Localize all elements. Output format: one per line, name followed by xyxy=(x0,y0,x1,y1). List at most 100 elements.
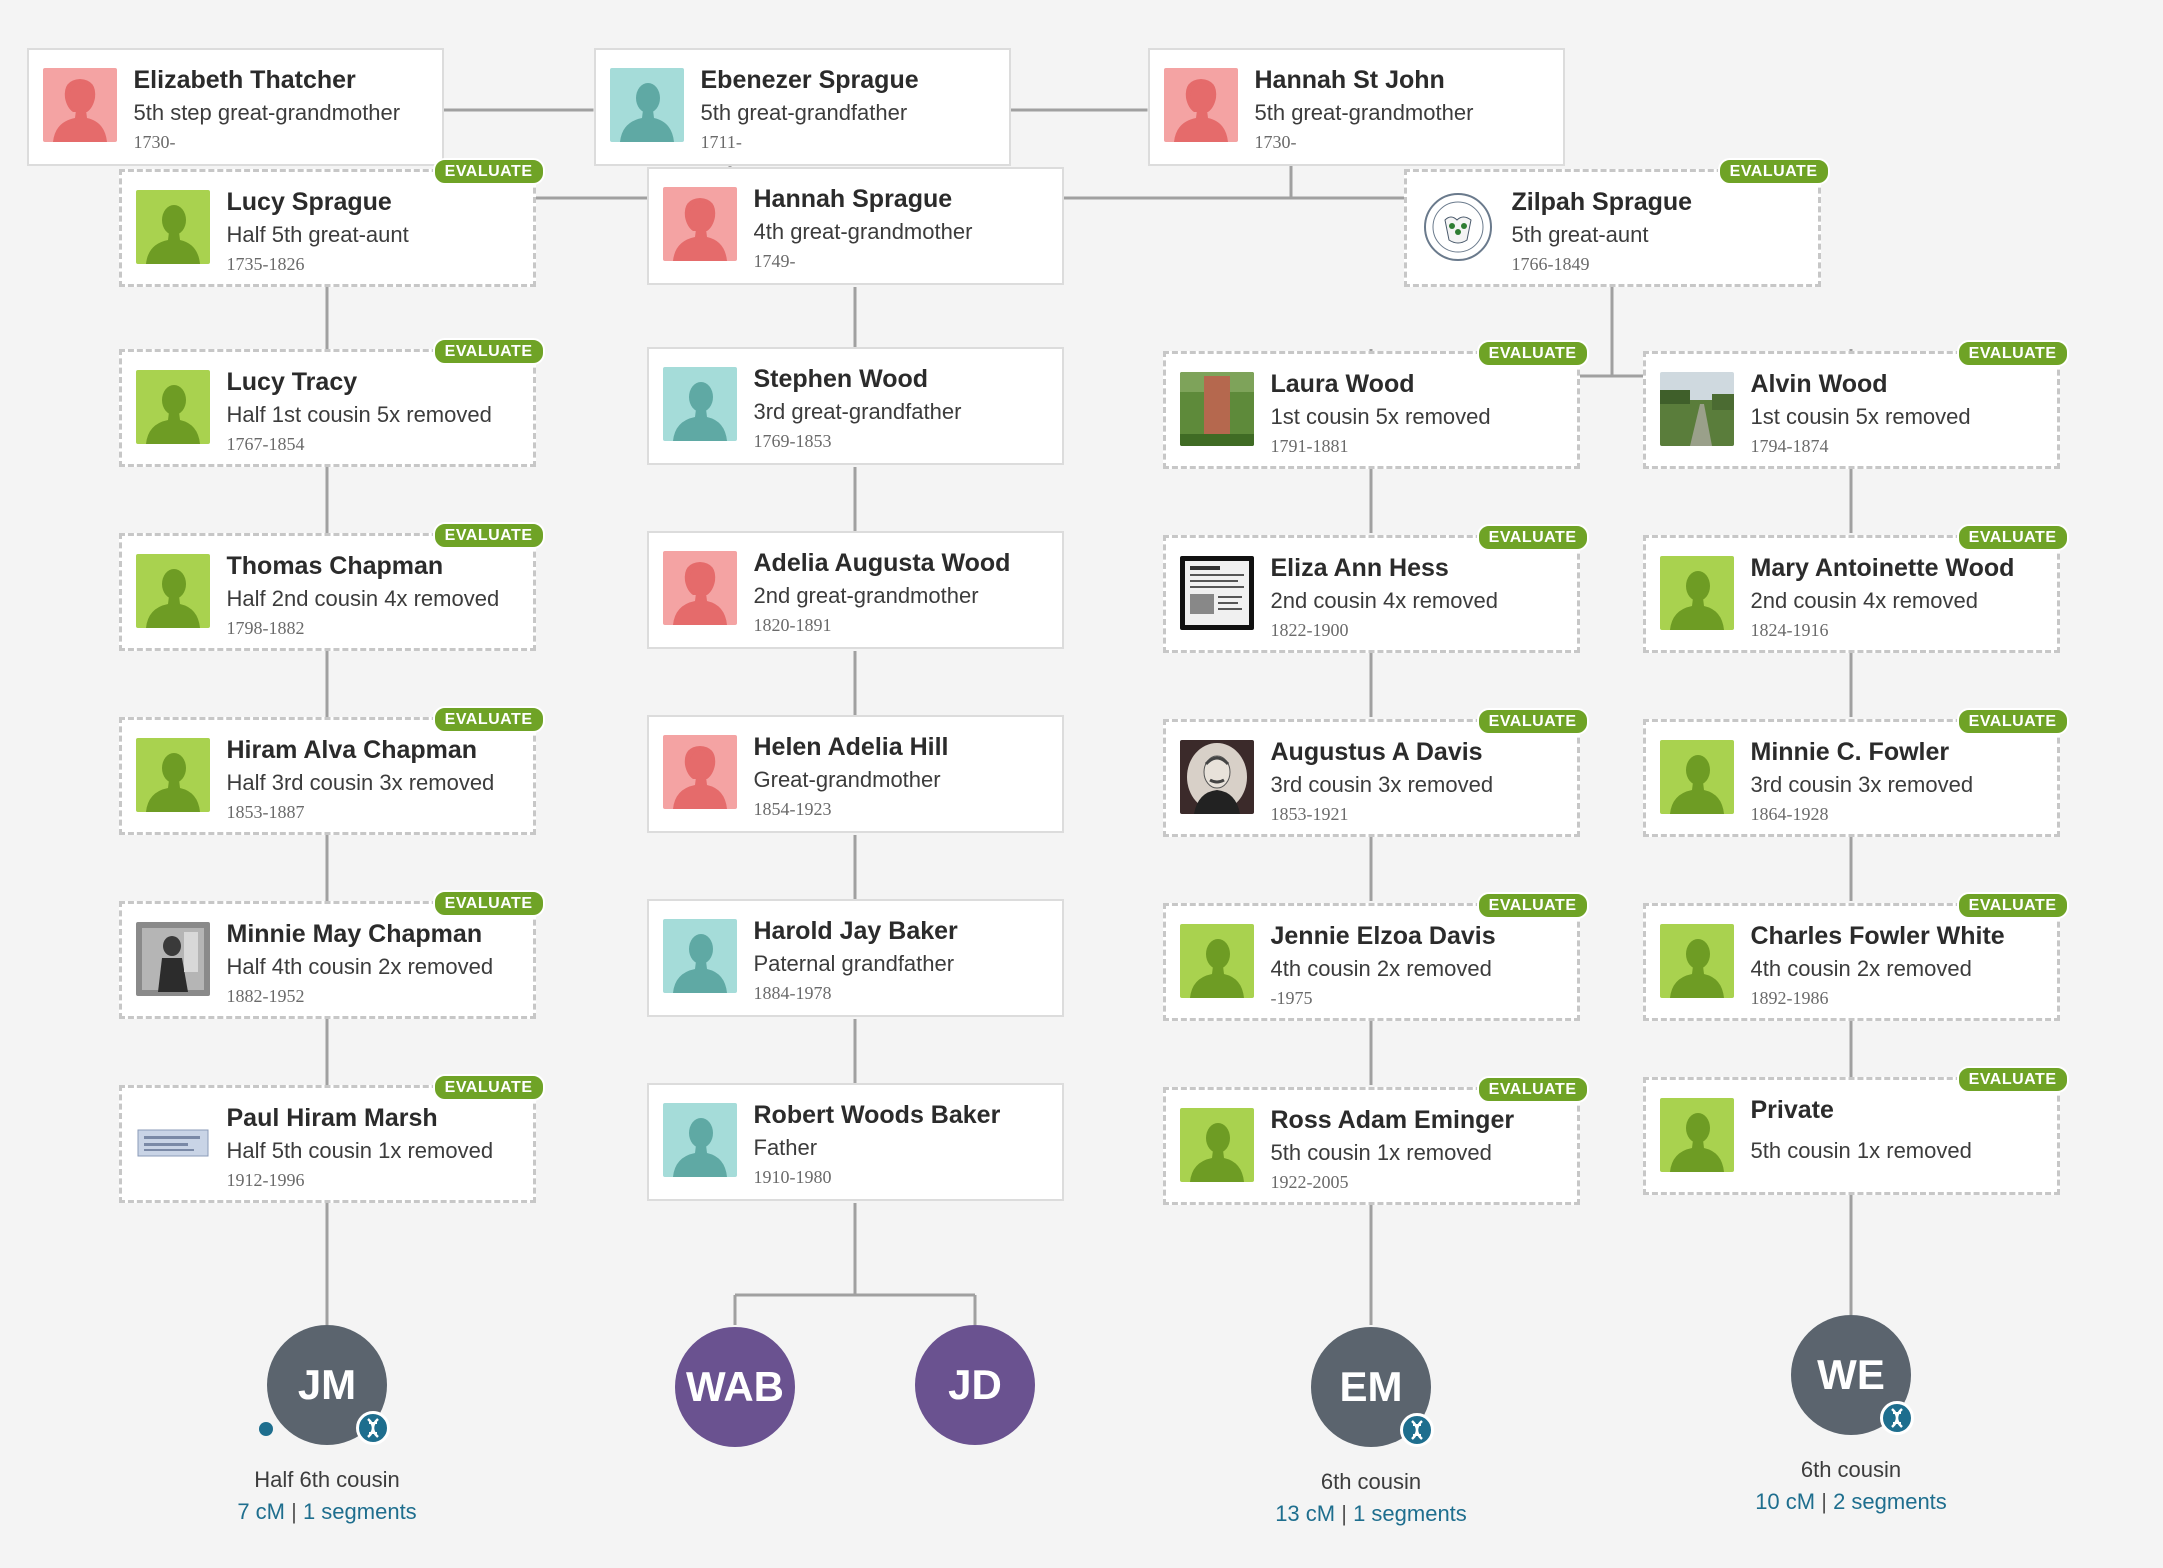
person-name[interactable]: Private xyxy=(1750,1096,1834,1124)
state-seal-icon xyxy=(1420,190,1495,264)
person-lifespan: 1769-1853 xyxy=(753,431,832,451)
person-card-private[interactable]: Private 5th cousin 1x removed EVALUATE xyxy=(1642,1066,2069,1195)
person-card-hannah-sprague[interactable]: Hannah Sprague 4th great-grandmother 1749- xyxy=(646,167,1064,285)
person-card-minnie-may-chapman[interactable]: Minnie May Chapman Half 4th cousin 2x rem… xyxy=(118,890,545,1019)
person-name[interactable]: Laura Wood xyxy=(1270,370,1415,398)
person-name[interactable]: Minnie C. Fowler xyxy=(1750,738,1950,766)
dna-helix-icon xyxy=(1400,1413,1434,1447)
person-name[interactable]: Minnie May Chapman xyxy=(226,920,483,948)
match-shared-dna: 10 cM | 2 segments xyxy=(1701,1489,2001,1515)
old-photo-icon xyxy=(135,922,210,996)
evaluate-button[interactable]: EVALUATE xyxy=(432,890,545,917)
person-card-alvin-wood[interactable]: Alvin Wood 1st cousin 5x removed 1794-1874… xyxy=(1642,340,2069,469)
evaluate-button[interactable]: EVALUATE xyxy=(1476,892,1589,919)
dna-match-avatar-jm[interactable]: JM xyxy=(267,1325,387,1445)
person-card-robert-woods-baker[interactable]: Robert Woods Baker Father 1910-1980 xyxy=(646,1083,1064,1201)
person-lifespan: 1766-1849 xyxy=(1511,254,1590,274)
match-relationship: Half 6th cousin xyxy=(254,1467,400,1492)
person-name[interactable]: Harold Jay Baker xyxy=(753,917,958,945)
person-relationship: Half 2nd cousin 4x removed xyxy=(226,586,500,611)
shared-segments-link[interactable]: 1 segments xyxy=(302,1499,417,1524)
person-name[interactable]: Paul Hiram Marsh xyxy=(226,1104,438,1132)
person-card-harold-jay-baker[interactable]: Harold Jay Baker Paternal grandfather 1884… xyxy=(646,899,1064,1017)
evaluate-button[interactable]: EVALUATE xyxy=(1476,524,1589,551)
person-relationship: 1st cousin 5x removed xyxy=(1750,404,1971,429)
person-card-hiram-alva-chapman[interactable]: Hiram Alva Chapman Half 3rd cousin 3x rem… xyxy=(118,706,545,835)
green-silhouette-icon xyxy=(135,190,210,264)
evaluate-button[interactable]: EVALUATE xyxy=(1717,158,1830,185)
person-name[interactable]: Lucy Sprague xyxy=(226,188,392,216)
person-name[interactable]: Charles Fowler White xyxy=(1750,922,2005,950)
person-name[interactable]: Hannah St John xyxy=(1254,66,1445,94)
person-name[interactable]: Thomas Chapman xyxy=(226,552,444,580)
person-name[interactable]: Adelia Augusta Wood xyxy=(753,549,1011,577)
person-card-ebenezer-sprague[interactable]: Ebenezer Sprague 5th great-grandfather 171… xyxy=(593,48,1011,166)
dna-helix-icon xyxy=(1880,1401,1914,1435)
person-lifespan: 1711- xyxy=(700,132,742,152)
shared-cm-link[interactable]: 7 cM xyxy=(237,1499,285,1524)
person-name[interactable]: Elizabeth Thatcher xyxy=(133,66,356,94)
person-card-ross-adam-eminger[interactable]: Ross Adam Eminger 5th cousin 1x removed 19… xyxy=(1162,1076,1589,1205)
person-card-paul-hiram-marsh[interactable]: Paul Hiram Marsh Half 5th cousin 1x remov… xyxy=(118,1074,545,1203)
evaluate-button[interactable]: EVALUATE xyxy=(1956,340,2069,367)
evaluate-button[interactable]: EVALUATE xyxy=(1476,708,1589,735)
evaluate-button[interactable]: EVALUATE xyxy=(1956,1066,2069,1093)
match-shared-dna: 13 cM | 1 segments xyxy=(1221,1501,1521,1527)
person-name[interactable]: Lucy Tracy xyxy=(226,368,358,396)
person-name[interactable]: Ross Adam Eminger xyxy=(1270,1106,1515,1134)
person-relationship: 4th great-grandmother xyxy=(753,219,973,244)
person-card-minnie-c-fowler[interactable]: Minnie C. Fowler 3rd cousin 3x removed 186… xyxy=(1642,708,2069,837)
shared-cm-link[interactable]: 10 cM xyxy=(1755,1489,1816,1514)
person-card-charles-fowler-white[interactable]: Charles Fowler White 4th cousin 2x remove… xyxy=(1642,892,2069,1021)
person-card-elizabeth-thatcher[interactable]: Elizabeth Thatcher 5th step great-grandmo… xyxy=(26,48,444,166)
person-name[interactable]: Robert Woods Baker xyxy=(753,1101,1001,1129)
shared-segments-link[interactable]: 2 segments xyxy=(1833,1489,1947,1514)
evaluate-button[interactable]: EVALUATE xyxy=(432,158,545,185)
person-card-lucy-tracy[interactable]: Lucy Tracy Half 1st cousin 5x removed 1767… xyxy=(118,338,545,467)
person-card-laura-wood[interactable]: Laura Wood 1st cousin 5x removed 1791-1881… xyxy=(1162,340,1589,469)
person-card-eliza-ann-hess[interactable]: Eliza Ann Hess 2nd cousin 4x removed 1822-… xyxy=(1162,524,1589,653)
person-relationship: Father xyxy=(753,1135,818,1160)
person-name[interactable]: Eliza Ann Hess xyxy=(1270,554,1449,582)
match-relationship: 6th cousin xyxy=(1320,1469,1422,1494)
person-card-stephen-wood[interactable]: Stephen Wood 3rd great-grandfather 1769-18… xyxy=(646,347,1064,465)
evaluate-button[interactable]: EVALUATE xyxy=(1956,708,2069,735)
person-name[interactable]: Jennie Elzoa Davis xyxy=(1270,922,1496,950)
evaluate-button[interactable]: EVALUATE xyxy=(432,706,545,733)
person-card-augustus-a-davis[interactable]: Augustus A Davis 3rd cousin 3x removed 185… xyxy=(1162,708,1589,837)
person-name[interactable]: Hiram Alva Chapman xyxy=(226,736,478,764)
evaluate-button[interactable]: EVALUATE xyxy=(1476,1076,1589,1103)
evaluate-button[interactable]: EVALUATE xyxy=(432,522,545,549)
person-card-helen-adelia-hill[interactable]: Helen Adelia Hill Great-grandmother 1854-1… xyxy=(646,715,1064,833)
person-name[interactable]: Mary Antoinette Wood xyxy=(1750,554,2015,582)
person-name[interactable]: Zilpah Sprague xyxy=(1511,188,1693,216)
person-name[interactable]: Alvin Wood xyxy=(1750,370,1888,398)
dna-match-avatar-jd[interactable]: JD xyxy=(915,1325,1035,1445)
portrait-photo-icon xyxy=(1179,740,1254,814)
female-silhouette-icon xyxy=(662,187,737,261)
person-name[interactable]: Stephen Wood xyxy=(753,365,929,393)
person-card-jennie-elzoa-davis[interactable]: Jennie Elzoa Davis 4th cousin 2x removed -… xyxy=(1162,892,1589,1021)
evaluate-button[interactable]: EVALUATE xyxy=(432,1074,545,1101)
shared-cm-link[interactable]: 13 cM xyxy=(1275,1501,1336,1526)
person-card-zilpah-sprague[interactable]: Zilpah Sprague 5th great-aunt 1766-1849 EVA… xyxy=(1403,158,1830,287)
person-lifespan: 1820-1891 xyxy=(753,615,832,635)
evaluate-button[interactable]: EVALUATE xyxy=(1956,524,2069,551)
person-card-hannah-st-john[interactable]: Hannah St John 5th great-grandmother 1730- xyxy=(1147,48,1565,166)
person-name[interactable]: Ebenezer Sprague xyxy=(700,66,919,94)
evaluate-button[interactable]: EVALUATE xyxy=(1956,892,2069,919)
person-card-adelia-augusta-wood[interactable]: Adelia Augusta Wood 2nd great-grandmother… xyxy=(646,531,1064,649)
dna-match-avatar-wab[interactable]: WAB xyxy=(675,1327,795,1447)
person-relationship: 3rd cousin 3x removed xyxy=(1270,772,1494,797)
evaluate-button[interactable]: EVALUATE xyxy=(432,338,545,365)
shared-segments-link[interactable]: 1 segments xyxy=(1353,1501,1467,1526)
person-card-lucy-sprague[interactable]: Lucy Sprague Half 5th great-aunt 1735-1826… xyxy=(118,158,545,287)
person-lifespan: 1910-1980 xyxy=(753,1167,832,1187)
person-name[interactable]: Helen Adelia Hill xyxy=(753,733,949,761)
person-relationship: 2nd great-grandmother xyxy=(753,583,979,608)
person-card-thomas-chapman[interactable]: Thomas Chapman Half 2nd cousin 4x removed… xyxy=(118,522,545,651)
evaluate-button[interactable]: EVALUATE xyxy=(1476,340,1589,367)
person-card-mary-antoinette-wood[interactable]: Mary Antoinette Wood 2nd cousin 4x remove… xyxy=(1642,524,2069,653)
person-name[interactable]: Augustus A Davis xyxy=(1270,738,1483,766)
person-name[interactable]: Hannah Sprague xyxy=(753,185,953,213)
